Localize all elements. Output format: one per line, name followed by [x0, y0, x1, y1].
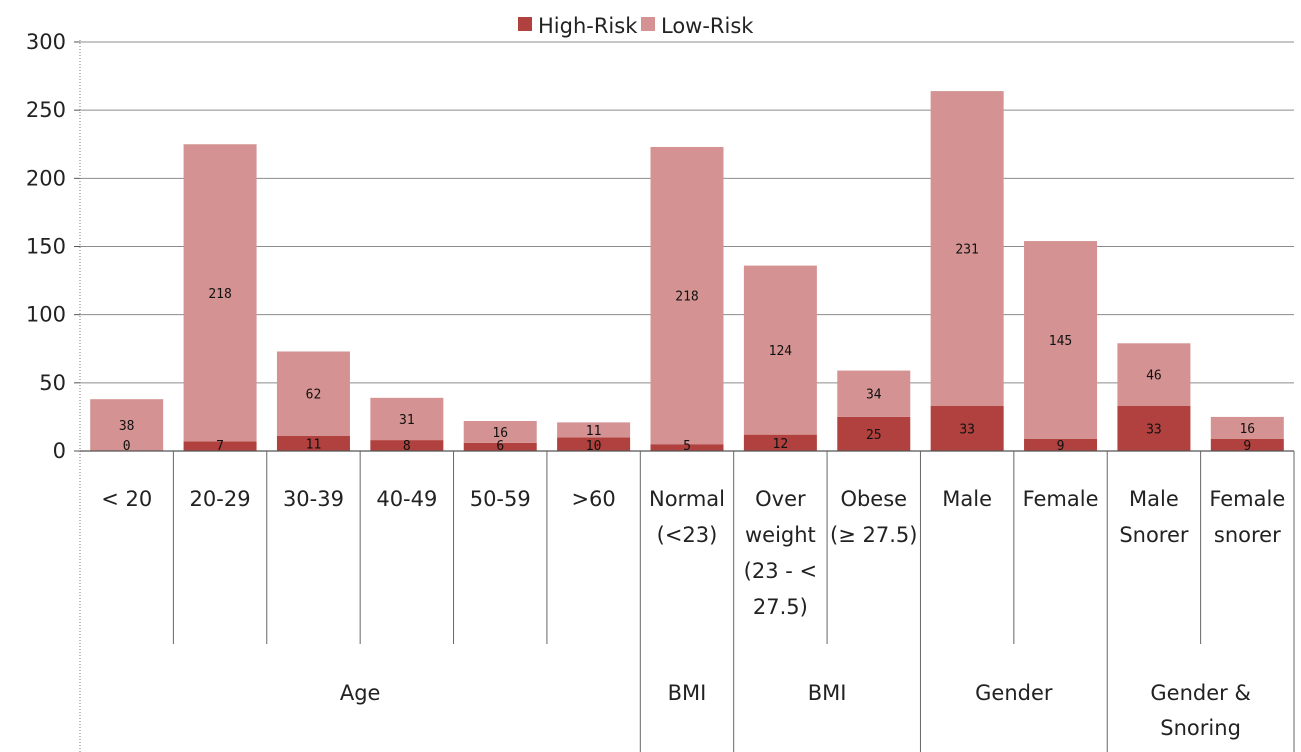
data-label-high-risk: 9: [1057, 439, 1065, 454]
y-tick-label: 100: [26, 303, 66, 327]
data-label-high-risk: 33: [959, 423, 975, 438]
x-group-label: Gender: [975, 681, 1053, 705]
x-category-label: Snorer: [1119, 523, 1189, 547]
y-tick-label: 250: [26, 98, 66, 122]
data-label-low-risk: 34: [866, 388, 882, 403]
y-tick-label: 0: [53, 439, 66, 463]
x-category-label: 40-49: [376, 487, 437, 511]
data-label-low-risk: 16: [492, 426, 508, 441]
x-category-label: snorer: [1214, 523, 1281, 547]
x-category-label: Over: [755, 487, 806, 511]
x-category-label: weight: [745, 523, 816, 547]
data-label-low-risk: 11: [586, 424, 602, 439]
x-category-label: (23 - <: [744, 559, 817, 583]
data-label-high-risk: 8: [403, 439, 411, 454]
data-label-low-risk: 31: [399, 413, 415, 428]
x-category-label: Female: [1209, 487, 1285, 511]
legend-label-low-risk: Low-Risk: [661, 14, 754, 38]
x-category-label: 20-29: [190, 487, 251, 511]
data-label-low-risk: 16: [1239, 422, 1255, 437]
data-label-high-risk: 33: [1146, 423, 1162, 438]
bars: [90, 91, 1284, 451]
x-category-label: Obese: [840, 487, 907, 511]
x-category-label: (≥ 27.5): [830, 523, 917, 547]
data-label-high-risk: 0: [123, 439, 131, 454]
x-group-label: Gender &: [1150, 681, 1250, 705]
y-tick-label: 200: [26, 166, 66, 190]
data-label-low-risk: 38: [119, 419, 135, 434]
x-category-label: Normal: [649, 487, 725, 511]
x-group-label: Snoring: [1160, 716, 1241, 740]
x-category-label: Female: [1023, 487, 1099, 511]
x-category-label: 30-39: [283, 487, 344, 511]
data-label-low-risk: 145: [1049, 334, 1072, 349]
y-tick-label: 50: [39, 371, 66, 395]
x-category-label: (<23): [657, 523, 718, 547]
legend-label-high-risk: High-Risk: [538, 14, 638, 38]
x-category-label: Male: [942, 487, 992, 511]
data-label-high-risk: 7: [216, 439, 224, 454]
x-group-label: BMI: [668, 681, 707, 705]
data-label-low-risk: 218: [675, 290, 698, 305]
x-group-label: Age: [340, 681, 381, 705]
data-label-high-risk: 12: [773, 437, 789, 452]
data-label-low-risk: 62: [306, 388, 322, 403]
data-label-low-risk: 218: [208, 287, 231, 302]
legend: High-Risk Low-Risk: [518, 14, 754, 38]
x-category-label: 27.5): [753, 595, 808, 619]
data-label-high-risk: 10: [586, 439, 602, 454]
x-category-label: < 20: [101, 487, 152, 511]
x-category-label: >60: [571, 487, 615, 511]
legend-swatch-low-risk: [641, 17, 655, 31]
x-category-label: Male: [1129, 487, 1179, 511]
data-label-low-risk: 124: [769, 344, 793, 359]
data-label-high-risk: 9: [1243, 439, 1251, 454]
data-label-high-risk: 6: [496, 439, 504, 454]
data-label-high-risk: 11: [306, 438, 322, 453]
data-label-high-risk: 25: [866, 428, 882, 443]
data-label-low-risk: 231: [955, 243, 978, 258]
x-category-label: 50-59: [470, 487, 531, 511]
x-group-label: BMI: [808, 681, 847, 705]
data-label-high-risk: 5: [683, 439, 691, 454]
legend-swatch-high-risk: [518, 17, 532, 31]
y-tick-label: 150: [26, 235, 66, 259]
y-tick-label: 300: [26, 30, 66, 54]
data-label-low-risk: 46: [1146, 369, 1162, 384]
